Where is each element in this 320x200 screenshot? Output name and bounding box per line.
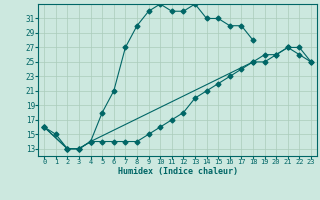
X-axis label: Humidex (Indice chaleur): Humidex (Indice chaleur) bbox=[118, 167, 238, 176]
